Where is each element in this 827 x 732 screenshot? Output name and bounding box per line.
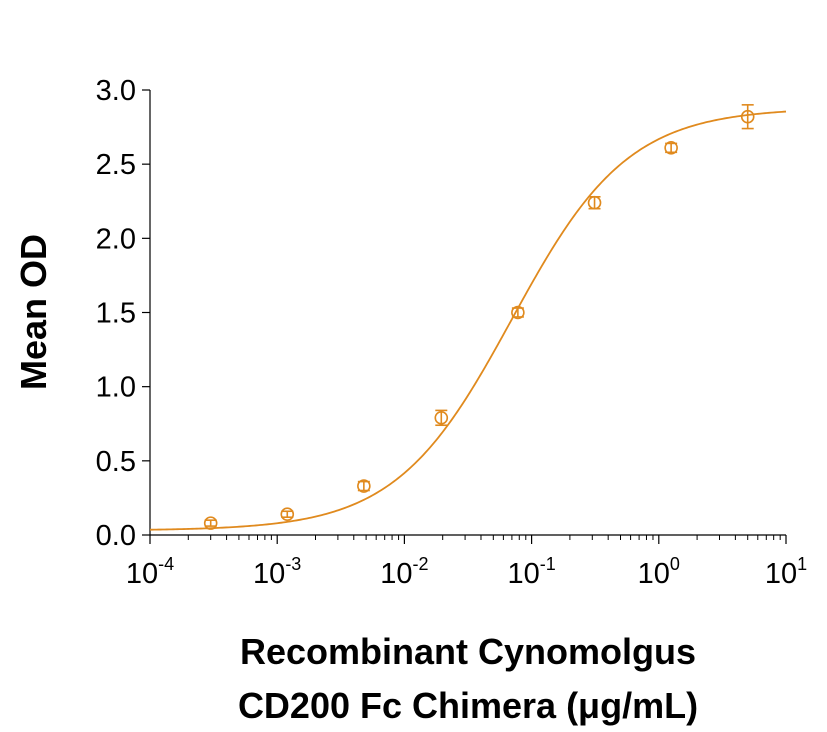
data-point xyxy=(587,195,602,210)
data-point xyxy=(740,109,755,124)
data-point xyxy=(434,411,449,425)
y-tick-label: 1.0 xyxy=(96,372,136,404)
data-point xyxy=(280,507,295,522)
x-tick-label: 101 xyxy=(765,554,807,590)
axes: 0.0 0.5 1.0 1.5 2.0 2.5 3.0 10-4 10-3 10-2 10-1 100… xyxy=(96,75,807,590)
y-tick-label: 3.0 xyxy=(96,75,136,107)
y-tick-label: 2.0 xyxy=(96,223,136,255)
x-tick-label: 100 xyxy=(638,554,680,590)
x-tick-label: 10-1 xyxy=(507,554,555,590)
x-axis-title-line2: CD200 Fc Chimera (μg/mL) xyxy=(238,685,698,726)
series-layer xyxy=(149,104,787,531)
y-axis-title: Mean OD xyxy=(13,234,54,390)
x-axis-title-line1: Recombinant Cynomolgus xyxy=(240,631,696,672)
data-point xyxy=(357,479,371,493)
y-tick-label: 0.5 xyxy=(96,446,136,478)
x-tick-label: 10-3 xyxy=(253,554,301,590)
y-tick-label: 1.5 xyxy=(96,298,136,330)
data-point xyxy=(511,305,525,320)
y-tick-label: 2.5 xyxy=(96,149,136,181)
data-point xyxy=(203,516,218,530)
x-tick-label: 10-4 xyxy=(126,554,174,590)
data-point xyxy=(664,141,678,155)
fit-curve xyxy=(149,110,787,531)
y-tick-label: 0.0 xyxy=(96,520,136,552)
x-tick-label: 10-2 xyxy=(380,554,428,590)
